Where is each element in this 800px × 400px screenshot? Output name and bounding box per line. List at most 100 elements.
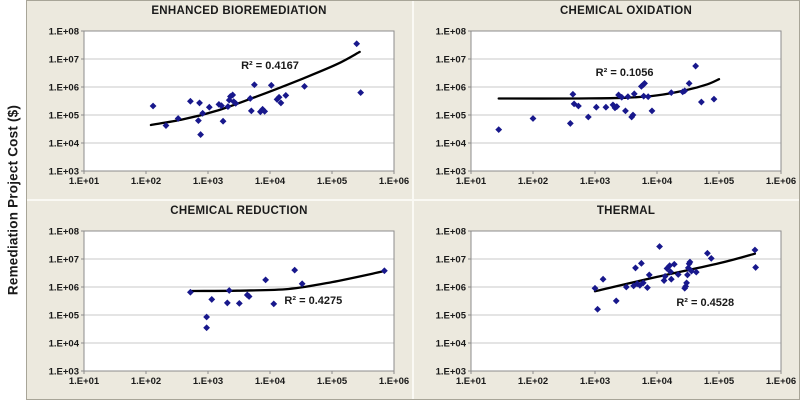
panel-chemical-reduction: 1.E+01 1.E+02 1.E+03 1.E+04 1.E+05 1.E+06 1.E+… bbox=[27, 201, 412, 399]
x-tick-label: 1.E+01 bbox=[456, 376, 487, 387]
y-tick-label: 1.E+07 bbox=[49, 255, 79, 266]
data-point bbox=[624, 93, 632, 101]
data-point bbox=[246, 95, 254, 102]
plot-area bbox=[471, 31, 781, 171]
data-point bbox=[277, 99, 285, 107]
x-tick-label: 1.E+04 bbox=[642, 176, 673, 187]
r-squared-label: R² = 0.1056 bbox=[595, 67, 654, 80]
data-point bbox=[622, 283, 630, 291]
data-point bbox=[270, 300, 278, 308]
y-tick-label: 1.E+03 bbox=[436, 167, 466, 178]
panel-chemical-oxidation: 1.E+01 1.E+02 1.E+03 1.E+04 1.E+05 1.E+06 1.E+… bbox=[414, 1, 799, 199]
x-tick-label: 1.E+05 bbox=[317, 376, 348, 387]
data-point bbox=[613, 103, 621, 110]
y-axis-title-text: Remediation Project Cost ($) bbox=[5, 104, 21, 296]
chart-grid: 1.E+01 1.E+02 1.E+03 1.E+04 1.E+05 1.E+06 1.E+… bbox=[26, 0, 800, 400]
trendline bbox=[189, 269, 386, 293]
data-point bbox=[602, 103, 610, 111]
data-point bbox=[632, 264, 639, 272]
data-point bbox=[298, 280, 306, 288]
x-tick-label: 1.E+04 bbox=[642, 376, 673, 387]
r-squared-label: R² = 0.4275 bbox=[284, 294, 343, 307]
data-point bbox=[235, 299, 243, 307]
y-tick-label: 1.E+06 bbox=[436, 283, 466, 294]
x-tick-label: 1.E+03 bbox=[580, 176, 610, 187]
plot-border bbox=[83, 30, 395, 172]
data-point bbox=[291, 266, 299, 274]
data-point bbox=[645, 271, 653, 279]
data-point bbox=[685, 79, 693, 87]
data-point bbox=[633, 280, 641, 288]
data-point bbox=[612, 297, 620, 305]
data-point bbox=[225, 287, 233, 294]
data-point bbox=[637, 259, 645, 267]
scatter-plot-chemical-reduction: 1.E+01 1.E+02 1.E+03 1.E+04 1.E+05 1.E+06 1.E+… bbox=[49, 227, 410, 388]
plot-border bbox=[470, 30, 782, 172]
y-tick-label: 1.E+06 bbox=[49, 283, 79, 294]
panel-title: CHEMICAL OXIDATION bbox=[559, 5, 693, 17]
y-tick-label: 1.E+07 bbox=[436, 55, 466, 66]
r-squared-label: R² = 0.4528 bbox=[676, 296, 735, 309]
data-point bbox=[232, 99, 240, 107]
x-tick-label: 1.E+05 bbox=[317, 176, 348, 187]
plot-area bbox=[84, 31, 394, 171]
y-tick-label: 1.E+08 bbox=[436, 227, 466, 238]
data-point bbox=[566, 120, 574, 127]
y-tick-label: 1.E+07 bbox=[436, 255, 466, 266]
data-point bbox=[592, 103, 600, 111]
data-point bbox=[609, 101, 617, 109]
data-point bbox=[256, 108, 264, 116]
data-point bbox=[683, 279, 690, 287]
data-point bbox=[686, 258, 694, 266]
x-tick-label: 1.E+02 bbox=[131, 376, 161, 387]
y-tick-label: 1.E+03 bbox=[49, 367, 79, 378]
y-tick-label: 1.E+04 bbox=[49, 139, 80, 150]
data-point bbox=[692, 62, 700, 70]
data-point bbox=[681, 87, 689, 95]
y-tick-label: 1.E+07 bbox=[49, 55, 79, 66]
data-point bbox=[599, 275, 607, 283]
data-point bbox=[637, 83, 645, 90]
data-point bbox=[301, 83, 308, 90]
data-point bbox=[692, 268, 700, 276]
data-point bbox=[670, 260, 678, 268]
data-point bbox=[194, 117, 202, 125]
y-tick-label: 1.E+03 bbox=[49, 167, 79, 178]
data-point bbox=[380, 267, 388, 275]
y-axis-title: Remediation Project Cost ($) bbox=[0, 0, 26, 400]
x-tick-label: 1.E+06 bbox=[379, 176, 409, 187]
y-tick-label: 1.E+05 bbox=[436, 111, 467, 122]
data-point bbox=[229, 91, 237, 99]
panel-title: CHEMICAL REDUCTION bbox=[170, 205, 308, 217]
data-point bbox=[224, 103, 232, 110]
x-tick-label: 1.E+04 bbox=[255, 176, 286, 187]
x-tick-label: 1.E+01 bbox=[69, 376, 100, 387]
data-point bbox=[529, 115, 537, 122]
y-tick-label: 1.E+05 bbox=[49, 311, 80, 322]
data-point bbox=[197, 131, 205, 138]
data-point bbox=[227, 93, 234, 100]
data-point bbox=[644, 93, 652, 101]
y-tick-label: 1.E+08 bbox=[49, 227, 79, 238]
x-tick-label: 1.E+02 bbox=[518, 376, 548, 387]
data-point bbox=[262, 276, 270, 284]
data-point bbox=[186, 97, 194, 105]
scatter-plot-thermal: 1.E+01 1.E+02 1.E+03 1.E+04 1.E+05 1.E+06 1.E+… bbox=[436, 227, 797, 388]
panel-title: THERMAL bbox=[596, 205, 656, 217]
data-point bbox=[667, 268, 674, 276]
x-tick-label: 1.E+02 bbox=[131, 176, 161, 187]
data-point bbox=[267, 81, 275, 89]
y-tick-label: 1.E+08 bbox=[436, 27, 466, 38]
data-point bbox=[353, 40, 361, 48]
data-point bbox=[218, 102, 225, 110]
data-point bbox=[667, 89, 675, 97]
data-point bbox=[584, 113, 592, 121]
x-tick-label: 1.E+01 bbox=[69, 176, 100, 187]
x-tick-label: 1.E+06 bbox=[379, 376, 409, 387]
panel-title: ENHANCED BIOREMEDIATION bbox=[151, 5, 327, 17]
y-tick-label: 1.E+04 bbox=[436, 339, 467, 350]
x-tick-label: 1.E+02 bbox=[518, 176, 548, 187]
data-point bbox=[622, 107, 629, 115]
y-tick-label: 1.E+04 bbox=[49, 339, 80, 350]
scatter-plot-enhanced-bioremediation: 1.E+01 1.E+02 1.E+03 1.E+04 1.E+05 1.E+06 1.E+… bbox=[49, 27, 410, 188]
